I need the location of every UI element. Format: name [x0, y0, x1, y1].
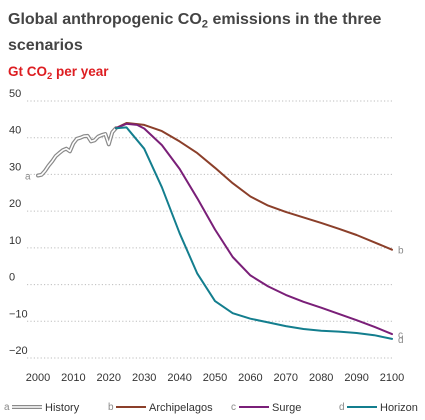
- legend-label-surge: Surge: [272, 402, 301, 414]
- x-tick-label: 2060: [238, 372, 262, 384]
- grid-lines: [27, 100, 392, 359]
- series-line-surge: [114, 122, 393, 336]
- x-tick-label: 2050: [203, 372, 227, 384]
- legend-key-horizon: d: [339, 402, 345, 413]
- y-tick-label: −10: [9, 308, 28, 320]
- legend-label-horizon: Horizon: [380, 402, 418, 414]
- y-tick-label: 30: [9, 161, 21, 173]
- series-line-history-inner: [37, 127, 117, 177]
- y-tick-label: 0: [9, 272, 15, 284]
- x-tick-label: 2070: [274, 372, 298, 384]
- series-end-labels: a b cd: [25, 172, 404, 346]
- series-line-horizon: [114, 126, 393, 340]
- y-tick-label: 10: [9, 235, 21, 247]
- legend-key-archipelagos: b: [108, 402, 114, 413]
- x-tick-label: 2000: [26, 372, 50, 384]
- x-tick-label: 2080: [309, 372, 333, 384]
- legend-label-archipelagos: Archipelagos: [149, 402, 213, 414]
- chart-title: Global anthropogenic CO2 emissions in th…: [8, 11, 382, 55]
- series-end-label-surge: c: [398, 330, 403, 341]
- y-axis-unit-label: Gt CO2 per year: [8, 64, 109, 82]
- x-tick-label: 2100: [380, 372, 404, 384]
- legend-key-history: a: [4, 402, 10, 413]
- series-end-label-archipelagos: b: [398, 246, 404, 257]
- x-tick-label: 2030: [132, 372, 156, 384]
- series-line-history: [36, 126, 118, 178]
- y-tick-labels: −20 −10 0 10 20 30 40 50: [9, 88, 28, 357]
- legend-label-history: History: [45, 402, 80, 414]
- x-tick-label: 2020: [97, 372, 121, 384]
- y-tick-label: 20: [9, 198, 21, 210]
- y-tick-label: 40: [9, 125, 21, 137]
- y-tick-label: 50: [9, 88, 21, 100]
- series-line-archipelagos: [114, 122, 393, 251]
- series-end-label-history: a: [25, 172, 31, 183]
- x-tick-labels: 2000 2010 2020 2030 2040 2050 2060 2070 2080 2090…: [26, 372, 404, 384]
- y-tick-label: −20: [9, 345, 28, 357]
- series-end-label-horizon: d: [398, 335, 404, 346]
- legend: a History b Archipelagos c Surge d Horizon: [4, 402, 418, 414]
- legend-key-surge: c: [231, 402, 236, 413]
- x-tick-label: 2010: [61, 372, 85, 384]
- series-lines: [36, 122, 393, 340]
- x-tick-label: 2090: [344, 372, 368, 384]
- x-tick-label: 2040: [167, 372, 191, 384]
